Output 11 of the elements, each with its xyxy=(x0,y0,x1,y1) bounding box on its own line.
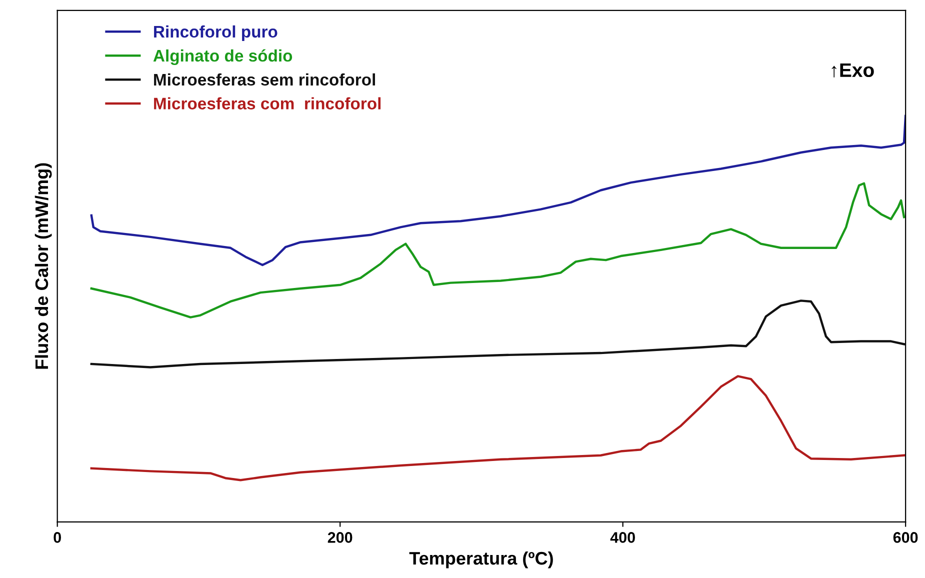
x-tick-label: 600 xyxy=(893,532,918,543)
x-tick-label: 200 xyxy=(328,532,352,543)
x-tick-label: 0 xyxy=(54,532,61,543)
legend-label: Alginato de sódio xyxy=(153,49,292,66)
legend-label: Rincoforol puro xyxy=(154,25,278,41)
legend-label: Microesferas com rincoforol xyxy=(154,97,381,110)
legend-label: Microesferas sem rincoforol xyxy=(154,73,375,86)
y-axis-title: Fluxo de Calor (mW/mg) xyxy=(34,163,52,369)
text: ↑Exo xyxy=(832,63,874,78)
x-tick-label: 400 xyxy=(610,532,635,543)
x-axis-title: Temperatura (ºC) xyxy=(409,551,553,568)
